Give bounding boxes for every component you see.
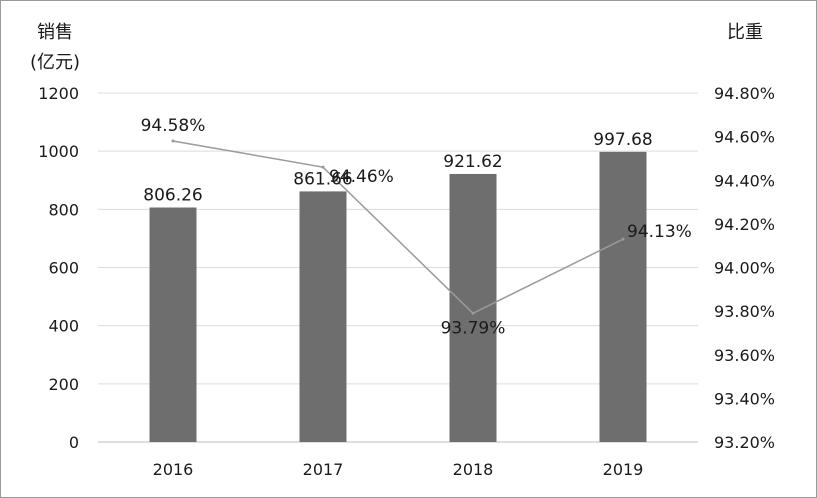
bar-value-label: 806.26 (143, 186, 202, 206)
y-tick-label: 400 (48, 317, 79, 336)
y2-tick-label: 93.20% (714, 433, 775, 452)
x-tick-label: 2016 (153, 460, 194, 479)
y-tick-label: 1200 (38, 84, 79, 103)
y-tick-label: 800 (48, 200, 79, 219)
line-value-label: 94.46% (329, 167, 394, 187)
y2-tick-label: 94.40% (714, 171, 775, 190)
share-point (171, 139, 175, 143)
share-line (172, 140, 624, 315)
y-axis-title-line2: (亿元) (30, 52, 80, 73)
x-tick-label: 2018 (453, 460, 494, 479)
bar (299, 191, 347, 442)
y-tick-label: 0 (69, 433, 79, 452)
x-tick-label: 2017 (303, 460, 344, 479)
y2-tick-label: 93.40% (714, 389, 775, 408)
bar (599, 151, 647, 442)
bar-value-label: 861.66 (293, 169, 352, 189)
share-point (321, 165, 325, 169)
line-value-label: 94.13% (627, 222, 692, 242)
y-tick-label: 200 (48, 375, 79, 394)
share-point (471, 311, 475, 315)
y-tick-label: 1000 (38, 142, 79, 161)
share-point (621, 237, 625, 241)
line-value-label: 93.79% (441, 318, 506, 338)
y2-tick-label: 93.80% (714, 302, 775, 321)
y-axis-title-line1: 销售 (37, 22, 73, 43)
bar-value-label: 997.68 (593, 130, 652, 150)
x-tick-label: 2019 (603, 460, 644, 479)
y2-tick-label: 94.00% (714, 259, 775, 278)
y2-tick-label: 94.20% (714, 215, 775, 234)
bar-value-label: 921.62 (443, 152, 502, 172)
y2-tick-label: 93.60% (714, 346, 775, 365)
y2-tick-label: 94.80% (714, 84, 775, 103)
y2-tick-label: 94.60% (714, 128, 775, 147)
y-tick-label: 600 (48, 259, 79, 278)
line-value-label: 94.58% (141, 116, 206, 136)
bar (449, 173, 497, 442)
y2-axis-title: 比重 (727, 22, 763, 43)
bar (149, 207, 197, 442)
